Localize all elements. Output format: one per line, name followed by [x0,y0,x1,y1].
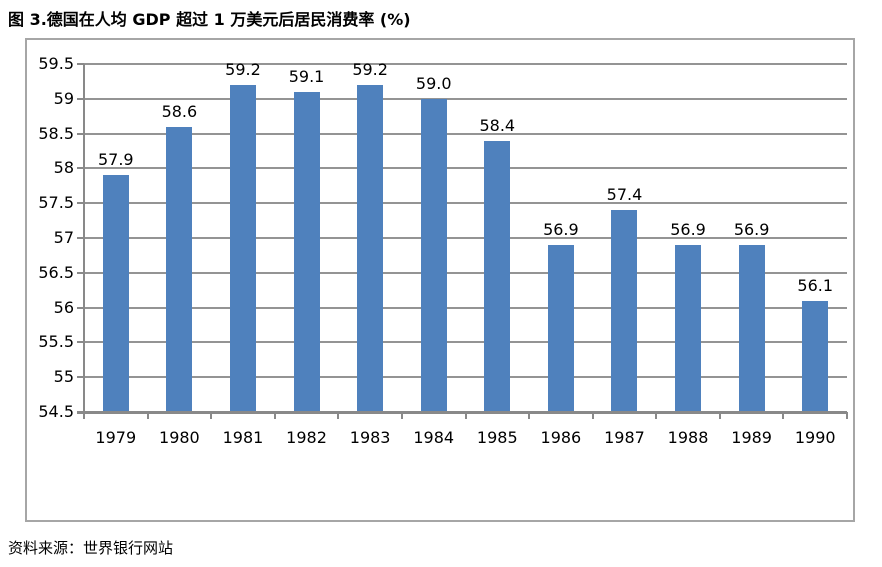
chart-frame: 59.5 59 58.5 58 57.5 57 56.5 56 55.5 55 54.5 57.9 19… [25,38,855,522]
x-tick-label: 1982 [286,428,327,447]
x-tick-label: 1989 [731,428,772,447]
x-tick-label: 1980 [159,428,200,447]
x-tick-label: 1985 [476,428,518,447]
x-axis-tick [337,412,340,419]
bar-value-label: 58.4 [479,115,516,135]
y-tick-label: 57.5 [38,193,74,213]
bar-value-label: 59.2 [352,59,388,79]
y-tick-label: 56.5 [38,262,74,282]
y-axis-tick [77,341,84,344]
y-tick-label: 54.5 [38,402,74,421]
x-axis-tick [210,412,213,419]
bar [357,84,384,412]
bar [738,244,765,412]
bar-value-label: 56.9 [670,219,706,239]
y-axis-tick [77,237,84,239]
source-note: 资料来源：世界银行网站 [8,539,174,557]
gridline [84,202,847,205]
x-axis-tick [782,412,785,419]
y-axis-tick [77,97,84,100]
gridline [84,167,847,170]
x-tick-label: 1986 [540,428,582,447]
x-axis-tick [591,412,594,419]
bar [229,84,256,412]
y-tick-label: 59 [53,88,74,108]
bar-value-label: 57.4 [606,185,643,205]
gridline [84,341,847,344]
bar-value-label: 59.1 [288,66,325,86]
x-axis-line [77,411,847,414]
y-tick-label: 59.5 [38,54,74,73]
y-axis-tick [77,202,84,205]
y-axis-tick [77,306,84,309]
x-axis-tick [846,412,848,419]
y-tick-label: 58 [53,158,74,178]
y-axis-tick [77,271,84,274]
bar [293,91,320,412]
bar [420,98,447,412]
y-tick-label: 58.5 [38,123,74,143]
x-tick-label: 1988 [667,428,709,447]
y-axis-tick [77,167,84,170]
bar-value-label: 56.1 [797,275,834,295]
y-tick-label: 55.5 [38,332,74,352]
x-axis-tick [528,412,531,419]
bar-value-label: 56.9 [543,219,579,239]
bar-value-label: 57.9 [97,150,134,170]
bar [802,300,829,412]
bar [102,175,129,412]
y-axis-tick [77,63,84,65]
x-tick-label: 1979 [95,428,137,447]
x-tick-label: 1981 [222,428,264,447]
bar [547,244,574,412]
bar-value-label: 59.0 [415,73,452,93]
x-axis-tick [718,412,721,419]
gridline [84,376,847,379]
gridline [84,306,847,309]
y-axis-tick [77,376,84,379]
bar-value-label: 59.2 [225,59,261,79]
y-tick-label: 55 [53,367,74,387]
y-axis-tick [77,132,84,135]
y-tick-label: 57 [53,228,74,247]
x-tick-label: 1987 [604,428,645,447]
x-tick-label: 1990 [794,428,836,447]
x-tick-label: 1984 [413,428,455,447]
bar [484,140,511,412]
chart-title: 图 3.德国在人均 GDP 超过 1 万美元后居民消费率 (%) [8,10,411,29]
x-axis-tick [655,412,658,419]
y-tick-label: 56 [53,297,74,317]
bar [611,210,638,412]
x-axis-tick [146,412,149,419]
gridline [84,237,847,239]
gridline [84,271,847,274]
x-tick-label: 1983 [349,428,391,447]
x-axis-tick [273,412,276,419]
bar [675,244,702,412]
bar [166,126,193,412]
plot-area: 59.5 59 58.5 58 57.5 57 56.5 56 55.5 55 54.5 57.9 19… [27,40,853,520]
y-axis-line [83,64,85,419]
gridline [84,63,847,65]
bar-value-label: 58.6 [161,101,198,121]
x-axis-tick [400,412,403,419]
gridline [84,97,847,100]
gridline [84,132,847,135]
bar-value-label: 56.9 [733,219,770,239]
x-axis-tick [464,412,467,419]
